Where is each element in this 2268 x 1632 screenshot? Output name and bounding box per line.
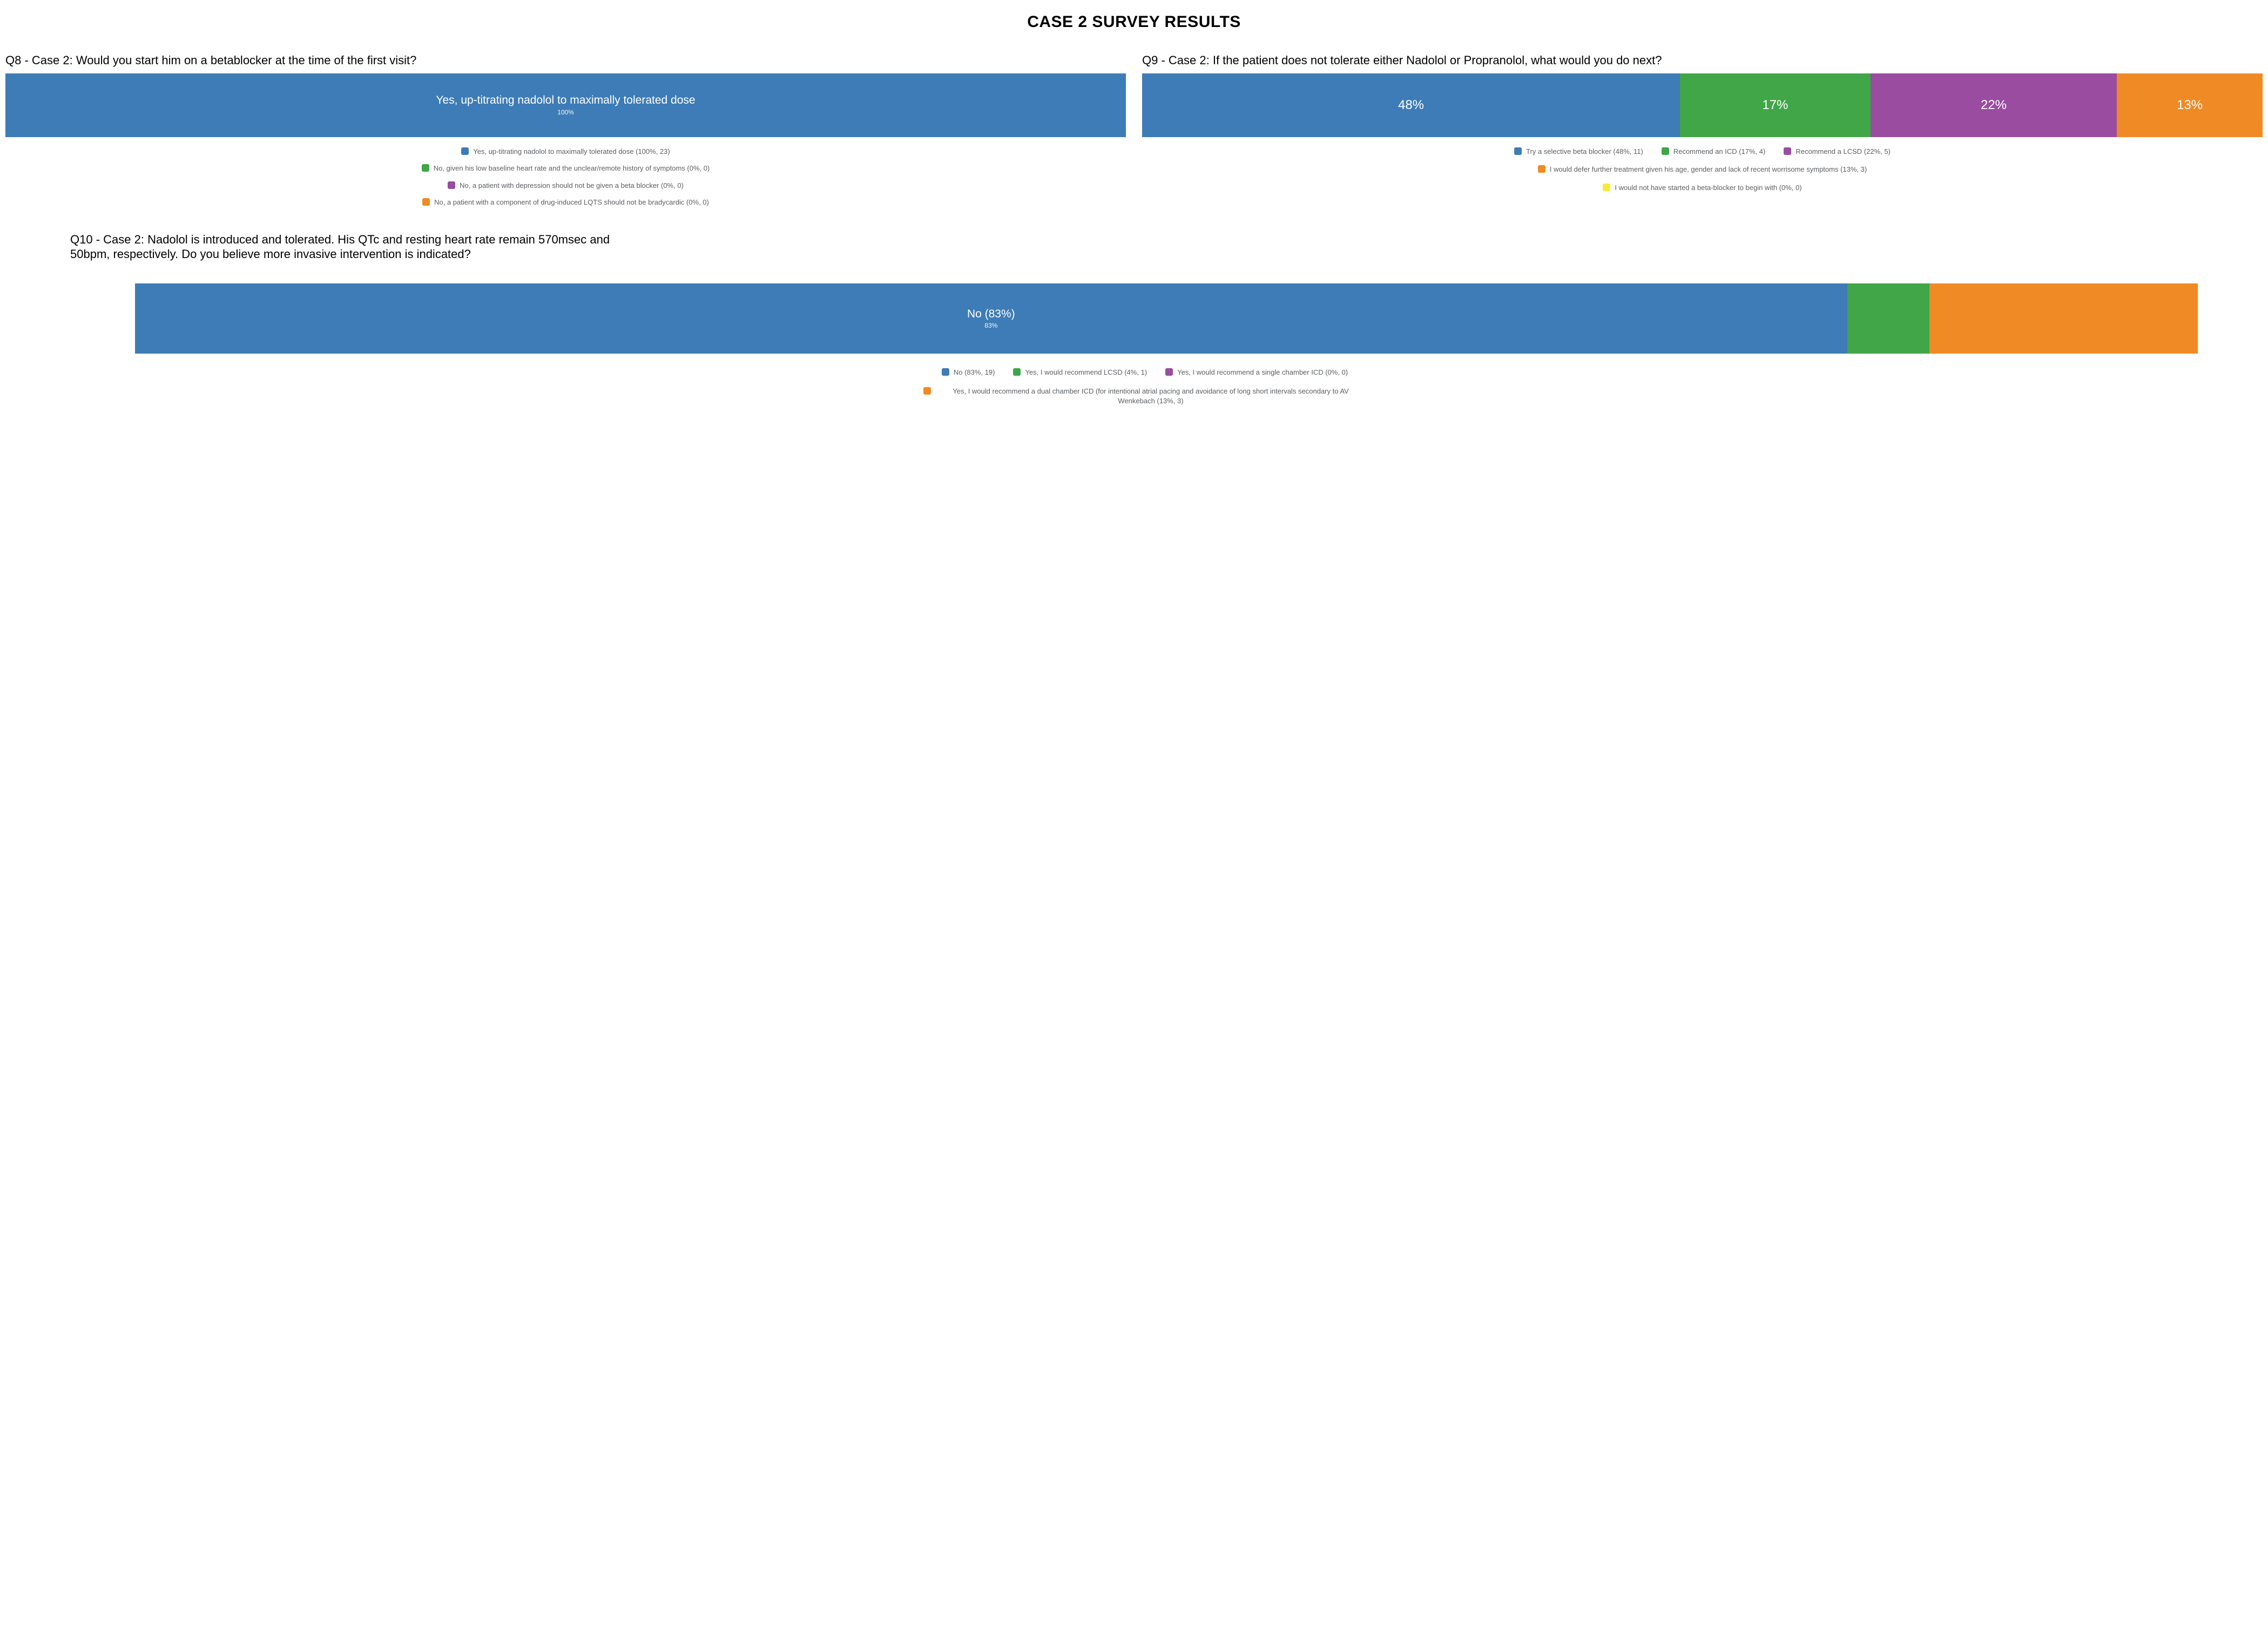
legend-swatch bbox=[1538, 165, 1545, 173]
legend-text: Yes, I would recommend a single chamber … bbox=[1177, 368, 1348, 377]
q9-panel: Q9 - Case 2: If the patient does not tol… bbox=[1142, 53, 2263, 192]
legend-swatch bbox=[1514, 147, 1522, 155]
legend-swatch bbox=[1784, 147, 1791, 155]
legend-text: No, given his low baseline heart rate an… bbox=[434, 164, 710, 173]
legend-swatch bbox=[422, 164, 429, 172]
bar-segment: Yes, up-titrating nadolol to maximally t… bbox=[5, 73, 1126, 137]
bar-segment: 22% bbox=[1871, 73, 2117, 137]
top-row: Q8 - Case 2: Would you start him on a be… bbox=[5, 53, 2263, 207]
q10-bar-wrap: No (83%)83% bbox=[70, 267, 2219, 354]
legend-text: Try a selective beta blocker (48%, 11) bbox=[1526, 147, 1643, 157]
legend-text: Yes, up-titrating nadolol to maximally t… bbox=[473, 147, 670, 157]
q9-title: Q9 - Case 2: If the patient does not tol… bbox=[1142, 53, 2263, 68]
legend-swatch bbox=[1603, 184, 1610, 191]
q8-legend: Yes, up-titrating nadolol to maximally t… bbox=[5, 147, 1126, 207]
legend-row: No (83%, 19) Yes, I would recommend LCSD … bbox=[942, 368, 1348, 377]
legend-item: Yes, I would recommend LCSD (4%, 1) bbox=[1013, 368, 1147, 377]
legend-swatch bbox=[1013, 368, 1021, 376]
q10-bar: No (83%)83% bbox=[135, 283, 2198, 354]
legend-text: Yes, I would recommend a dual chamber IC… bbox=[935, 387, 1366, 405]
legend-item: Yes, I would recommend a dual chamber IC… bbox=[923, 387, 1366, 405]
legend-swatch bbox=[448, 181, 455, 189]
legend-item: Try a selective beta blocker (48%, 11) bbox=[1514, 147, 1643, 157]
segment-label: Yes, up-titrating nadolol to maximally t… bbox=[431, 94, 699, 107]
bar-segment: No (83%)83% bbox=[135, 283, 1847, 354]
bar-segment bbox=[1847, 283, 1930, 354]
legend-swatch bbox=[461, 147, 469, 155]
legend-item: No, given his low baseline heart rate an… bbox=[422, 164, 710, 173]
legend-swatch bbox=[1165, 368, 1173, 376]
legend-swatch bbox=[942, 368, 949, 376]
q8-panel: Q8 - Case 2: Would you start him on a be… bbox=[5, 53, 1126, 207]
legend-text: No (83%, 19) bbox=[954, 368, 995, 377]
legend-item: Yes, I would recommend a single chamber … bbox=[1165, 368, 1348, 377]
q8-bar-wrap: Yes, up-titrating nadolol to maximally t… bbox=[5, 73, 1126, 137]
segment-label: 13% bbox=[2172, 98, 2207, 113]
bar-segment: 13% bbox=[2117, 73, 2263, 137]
legend-text: Recommend a LCSD (22%, 5) bbox=[1796, 147, 1891, 157]
legend-text: I would not have started a beta-blocker … bbox=[1615, 183, 1801, 193]
legend-item: No, a patient with depression should not… bbox=[448, 181, 684, 191]
legend-text: No, a patient with depression should not… bbox=[460, 181, 684, 191]
legend-item: No, a patient with a component of drug-i… bbox=[422, 198, 709, 207]
legend-text: No, a patient with a component of drug-i… bbox=[434, 198, 709, 207]
legend-text: Recommend an ICD (17%, 4) bbox=[1673, 147, 1766, 157]
legend-text: I would defer further treatment given hi… bbox=[1550, 165, 1867, 174]
legend-item: I would defer further treatment given hi… bbox=[1538, 165, 1867, 174]
q9-bar-wrap: 48% 17% 22% 13% bbox=[1142, 73, 2263, 137]
q9-legend: Try a selective beta blocker (48%, 11) Re… bbox=[1142, 147, 2263, 193]
segment-label: 17% bbox=[1758, 98, 1792, 113]
segment-label: No (83%) bbox=[963, 308, 1020, 321]
legend-row: Try a selective beta blocker (48%, 11) Re… bbox=[1514, 147, 1891, 157]
legend-item: No (83%, 19) bbox=[942, 368, 995, 377]
q8-bar: Yes, up-titrating nadolol to maximally t… bbox=[5, 73, 1126, 137]
legend-row: I would not have started a beta-blocker … bbox=[1603, 183, 1801, 193]
segment-sublabel: 100% bbox=[557, 109, 574, 116]
q9-bar: 48% 17% 22% 13% bbox=[1142, 73, 2263, 137]
segment-sublabel: 83% bbox=[984, 322, 997, 329]
legend-row: I would defer further treatment given hi… bbox=[1538, 165, 1867, 174]
bar-segment: 17% bbox=[1680, 73, 1871, 137]
q10-legend: No (83%, 19) Yes, I would recommend LCSD … bbox=[70, 368, 2219, 406]
q8-title: Q8 - Case 2: Would you start him on a be… bbox=[5, 53, 1126, 68]
segment-label: 22% bbox=[1976, 98, 2011, 113]
legend-item: Yes, up-titrating nadolol to maximally t… bbox=[461, 147, 670, 157]
legend-item: Recommend a LCSD (22%, 5) bbox=[1784, 147, 1891, 157]
bar-segment: 48% bbox=[1142, 73, 1680, 137]
legend-swatch bbox=[923, 387, 931, 395]
legend-text: Yes, I would recommend LCSD (4%, 1) bbox=[1025, 368, 1147, 377]
q10-panel: Q10 - Case 2: Nadolol is introduced and … bbox=[5, 232, 2263, 406]
bar-segment bbox=[1929, 283, 2198, 354]
segment-label: 48% bbox=[1394, 98, 1428, 113]
legend-swatch bbox=[422, 198, 430, 206]
legend-row: Yes, I would recommend a dual chamber IC… bbox=[923, 387, 1366, 405]
legend-swatch bbox=[1662, 147, 1669, 155]
page-title: CASE 2 SURVEY RESULTS bbox=[5, 13, 2263, 31]
legend-item: Recommend an ICD (17%, 4) bbox=[1662, 147, 1766, 157]
q10-title: Q10 - Case 2: Nadolol is introduced and … bbox=[70, 232, 621, 262]
legend-item: I would not have started a beta-blocker … bbox=[1603, 183, 1801, 193]
